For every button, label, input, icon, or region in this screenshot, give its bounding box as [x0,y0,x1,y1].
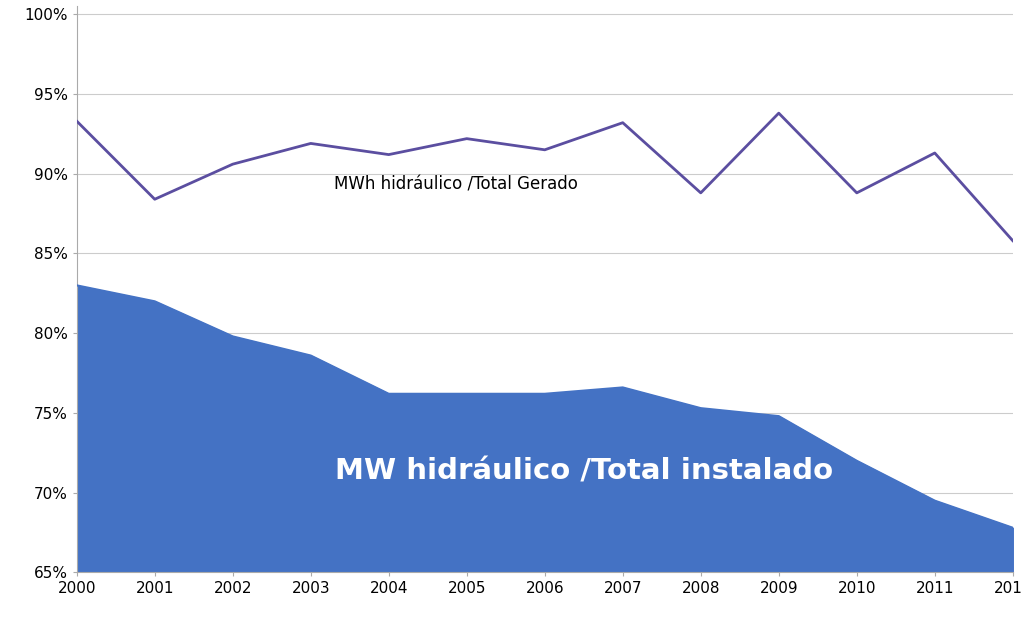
Text: MWh hidráulico /Total Gerado: MWh hidráulico /Total Gerado [335,176,578,194]
Text: MW hidráulico /Total instalado: MW hidráulico /Total instalado [335,458,833,486]
